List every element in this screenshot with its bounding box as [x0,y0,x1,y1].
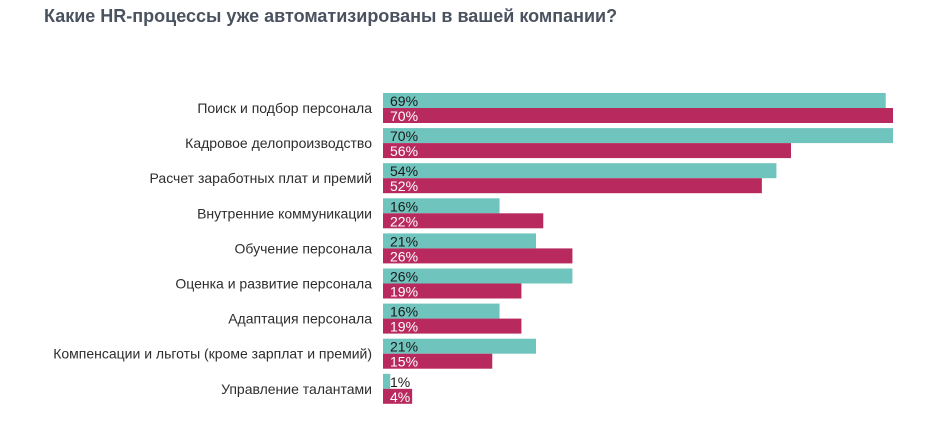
data-label: 22% [390,213,418,229]
bar [383,388,413,404]
data-label: 4% [390,389,410,405]
data-label: 69% [390,93,418,109]
data-label: 56% [390,143,418,159]
data-label: 70% [390,128,418,144]
category-label: Расчет заработных плат и премий [150,170,372,186]
bar [383,93,886,108]
bar [383,373,391,389]
data-label: 52% [390,178,418,194]
data-label: 16% [390,304,418,320]
data-label: 26% [390,248,418,264]
category-label: Управление талантами [221,381,372,397]
bar [383,198,500,214]
bar [383,233,536,249]
bar [383,353,493,369]
bar [383,318,522,334]
bar [383,213,544,229]
data-label: 70% [390,108,418,124]
data-label: 15% [390,354,418,370]
category-label: Внутренние коммуникации [197,205,372,221]
category-label: Оценка и развитие персонала [175,276,372,292]
data-label: 1% [390,374,410,390]
data-label: 21% [390,233,418,249]
data-label: 26% [390,269,418,285]
data-label: 21% [390,339,418,355]
bar [383,163,777,179]
bar [383,303,500,319]
data-label: 19% [390,284,418,300]
data-label: 19% [390,319,418,335]
bar [383,178,762,194]
category-label: Обучение персонала [235,240,373,256]
bar [383,108,893,123]
chart-title: Какие HR-процессы уже автоматизированы в… [44,6,618,26]
category-label: Адаптация персонала [228,311,372,327]
bar [383,128,893,144]
bar [383,283,522,299]
bar [383,248,573,264]
data-label: 16% [390,198,418,214]
category-label: Компенсации и льготы (кроме зарплат и пр… [53,346,372,362]
category-label: Поиск и подбор персонала [197,100,372,116]
bar [383,268,573,284]
data-label: 54% [390,163,418,179]
bar [383,338,536,354]
category-label: Кадровое делопроизводство [185,135,372,151]
bar [383,143,791,159]
